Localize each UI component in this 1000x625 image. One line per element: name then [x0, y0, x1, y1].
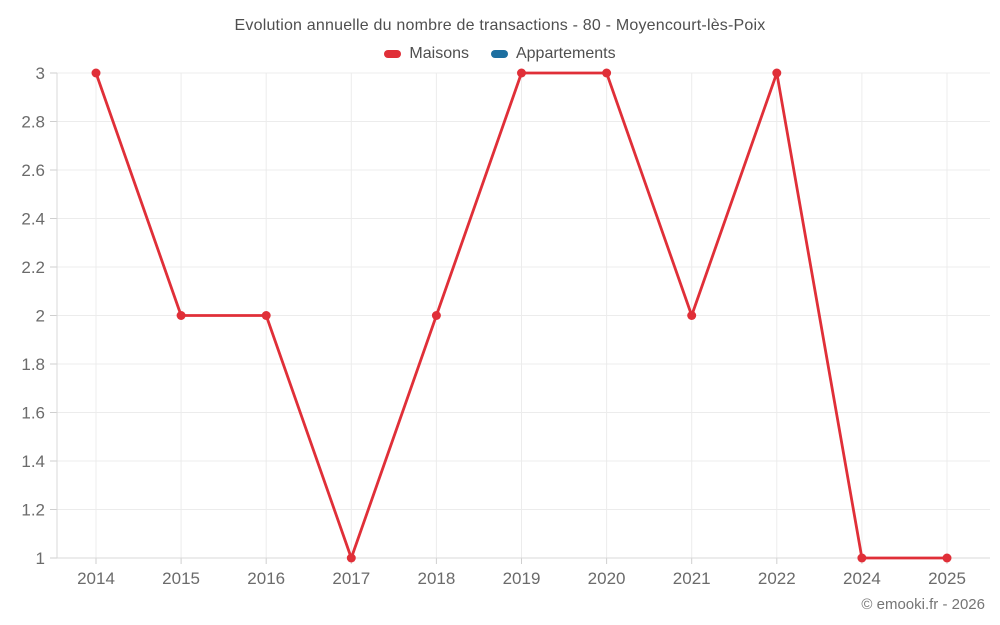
y-axis-label: 1.8 — [21, 355, 45, 374]
x-axis-label: 2016 — [247, 569, 285, 588]
maisons-data-point[interactable] — [91, 68, 101, 78]
x-axis-label: 2024 — [843, 569, 881, 588]
y-axis-label: 3 — [36, 64, 45, 83]
y-axis-label: 1 — [36, 549, 45, 568]
chart-legend: Maisons Appartements — [0, 45, 1000, 63]
maisons-data-point[interactable] — [772, 68, 782, 78]
maisons-data-point[interactable] — [176, 311, 186, 320]
x-axis-label: 2022 — [758, 569, 796, 588]
maisons-data-point[interactable] — [602, 68, 612, 78]
maisons-data-point[interactable] — [517, 68, 526, 78]
y-axis-label: 2 — [36, 307, 45, 326]
legend-label-appartements: Appartements — [515, 45, 616, 62]
x-axis-label: 2015 — [162, 569, 200, 588]
chart-title: Evolution annuelle du nombre de transact… — [234, 17, 766, 34]
maisons-data-point[interactable] — [431, 311, 441, 320]
copyright-text: © emooki.fr - 2026 — [861, 596, 985, 613]
appartements-swatch-icon — [490, 50, 508, 58]
x-axis-label: 2021 — [673, 569, 711, 588]
x-axis-label: 2019 — [503, 569, 541, 588]
y-axis-label: 2.8 — [21, 113, 45, 132]
legend-label-maisons: Maisons — [409, 45, 469, 62]
x-axis-label: 2018 — [417, 569, 455, 588]
y-axis-label: 2.4 — [21, 210, 45, 229]
y-axis-label: 1.2 — [21, 501, 45, 520]
x-axis-label: 2017 — [332, 569, 370, 588]
legend-item-maisons[interactable]: Maisons — [384, 45, 469, 63]
maisons-data-point[interactable] — [687, 311, 697, 320]
maisons-swatch-icon — [384, 50, 402, 58]
x-axis-label: 2025 — [928, 569, 966, 588]
maisons-data-point[interactable] — [346, 553, 356, 563]
y-axis-label: 1.4 — [21, 452, 45, 471]
x-axis-label: 2014 — [77, 569, 115, 588]
y-axis-label: 1.6 — [21, 404, 45, 423]
y-axis-label: 2.2 — [21, 258, 45, 277]
legend-item-appartements[interactable]: Appartements — [490, 45, 616, 63]
y-axis-label: 2.6 — [21, 161, 45, 180]
maisons-data-point[interactable] — [261, 311, 271, 320]
x-axis-label: 2020 — [588, 569, 626, 588]
maisons-data-point[interactable] — [942, 553, 952, 563]
maisons-data-point[interactable] — [857, 553, 867, 563]
